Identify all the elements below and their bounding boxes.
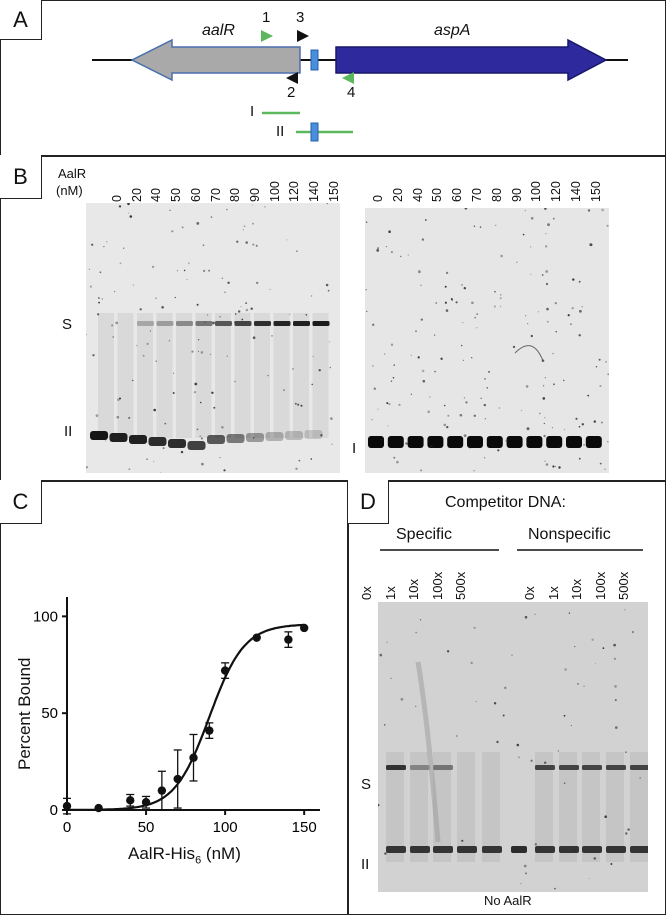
x-axis-label: AalR-His6 (nM) bbox=[128, 844, 241, 867]
lane-label: 100x bbox=[592, 571, 608, 600]
data-point bbox=[157, 786, 167, 795]
data-point bbox=[220, 666, 230, 675]
lane-label: 70 bbox=[470, 187, 484, 202]
y-tick-label: 50 bbox=[41, 705, 58, 722]
lane-label: 40 bbox=[410, 187, 425, 202]
data-point bbox=[173, 774, 182, 784]
aalr-label: aalR bbox=[202, 22, 235, 39]
nonspecific-group-label: Nonspecific bbox=[528, 526, 611, 543]
lane-label: 100 bbox=[267, 180, 282, 202]
x-tick-label: 100 bbox=[213, 819, 238, 836]
primer-3-label: 3 bbox=[296, 9, 305, 26]
competitor-title: Competitor DNA: bbox=[445, 494, 566, 511]
fit-curve bbox=[67, 623, 305, 811]
lane-label: 150 bbox=[326, 180, 341, 202]
lane-label: 0 bbox=[371, 194, 385, 202]
data-point bbox=[189, 753, 198, 762]
lane-label: 80 bbox=[489, 187, 504, 202]
panel-c-letter: C bbox=[0, 480, 42, 524]
gene-map-diagram bbox=[92, 30, 628, 142]
lane-label: 0x bbox=[522, 586, 537, 600]
lane-label: 120 bbox=[287, 180, 302, 202]
primer-3-arrow bbox=[297, 30, 309, 42]
lane-label: 1x bbox=[545, 586, 561, 600]
lane-label: 90 bbox=[247, 187, 262, 202]
left-gel-image bbox=[86, 203, 340, 473]
no-aalr-label: No AalR bbox=[484, 893, 532, 908]
lane-label: 1x bbox=[382, 586, 398, 600]
lane-label: 0 bbox=[110, 194, 124, 202]
primer-1-arrow bbox=[261, 30, 273, 42]
band-s-label-d: S bbox=[361, 776, 372, 793]
lane-label: 90 bbox=[509, 187, 524, 202]
y-axis-label: Percent Bound bbox=[15, 657, 34, 770]
probe-ii-label: II bbox=[276, 123, 285, 140]
lane-label: 0x bbox=[359, 586, 374, 600]
lane-label: 100x bbox=[429, 571, 445, 600]
lane-label: 50 bbox=[430, 187, 445, 202]
x-tick-label: 50 bbox=[138, 819, 155, 836]
lane-label: 150 bbox=[588, 180, 603, 202]
y-tick-label: 0 bbox=[50, 802, 58, 819]
data-point bbox=[141, 798, 151, 807]
lane-label: 120 bbox=[549, 180, 564, 202]
band-i-label: I bbox=[352, 440, 357, 457]
panel-b-letter: B bbox=[0, 155, 42, 199]
panel-a-letter: A bbox=[0, 0, 42, 40]
binding-site-box bbox=[310, 49, 319, 71]
lane-label: 60 bbox=[450, 187, 465, 202]
band-ii-label: II bbox=[64, 423, 73, 440]
lane-label: 60 bbox=[188, 187, 203, 202]
primer-2-label: 2 bbox=[287, 84, 296, 101]
lane-label: 10x bbox=[569, 579, 584, 600]
lane-label: 80 bbox=[228, 187, 243, 202]
aalr-conc-unit: (nM) bbox=[56, 183, 83, 198]
panel-d-letter: D bbox=[347, 480, 389, 524]
lane-label: 500x bbox=[453, 571, 468, 600]
probe-i-label: I bbox=[250, 103, 255, 120]
lane-label: 50 bbox=[169, 187, 184, 202]
specific-group-label: Specific bbox=[396, 526, 453, 543]
aalr-conc-label: AalR bbox=[58, 166, 87, 181]
band-ii-label-d: II bbox=[361, 856, 370, 873]
lane-label: 20 bbox=[129, 187, 144, 202]
lane-label: 100 bbox=[529, 180, 544, 202]
data-point bbox=[126, 796, 135, 805]
primer-2-arrow bbox=[286, 72, 298, 84]
primer-4-label: 4 bbox=[347, 84, 356, 101]
lane-label: 70 bbox=[208, 187, 223, 202]
data-point bbox=[94, 803, 103, 813]
lane-label: 500x bbox=[616, 571, 631, 600]
y-tick-label: 100 bbox=[33, 608, 58, 625]
aspa-label: aspA bbox=[434, 22, 471, 39]
binding-curve-chart: 0 50 100 0 50 100 150 bbox=[33, 597, 320, 836]
aspa-gene-arrow bbox=[335, 38, 608, 82]
x-tick-label: 0 bbox=[63, 819, 71, 836]
data-point bbox=[205, 726, 214, 735]
primer-4-arrow bbox=[342, 72, 354, 84]
data-point bbox=[284, 635, 293, 644]
lane-label: 140 bbox=[307, 180, 321, 202]
lane-label: 10x bbox=[406, 579, 421, 600]
data-point bbox=[62, 801, 72, 811]
lane-label: 140 bbox=[569, 180, 583, 202]
data-point bbox=[252, 633, 261, 642]
data-point bbox=[299, 623, 309, 633]
band-s-label: S bbox=[62, 316, 73, 333]
lane-label: 40 bbox=[149, 187, 164, 202]
right-gel-image bbox=[365, 208, 609, 473]
primer-1-label: 1 bbox=[262, 9, 271, 26]
aalr-gene-arrow bbox=[130, 38, 301, 82]
x-tick-label: 150 bbox=[292, 819, 317, 836]
lane-label: 20 bbox=[390, 187, 405, 202]
competitor-gel-image bbox=[378, 602, 648, 892]
